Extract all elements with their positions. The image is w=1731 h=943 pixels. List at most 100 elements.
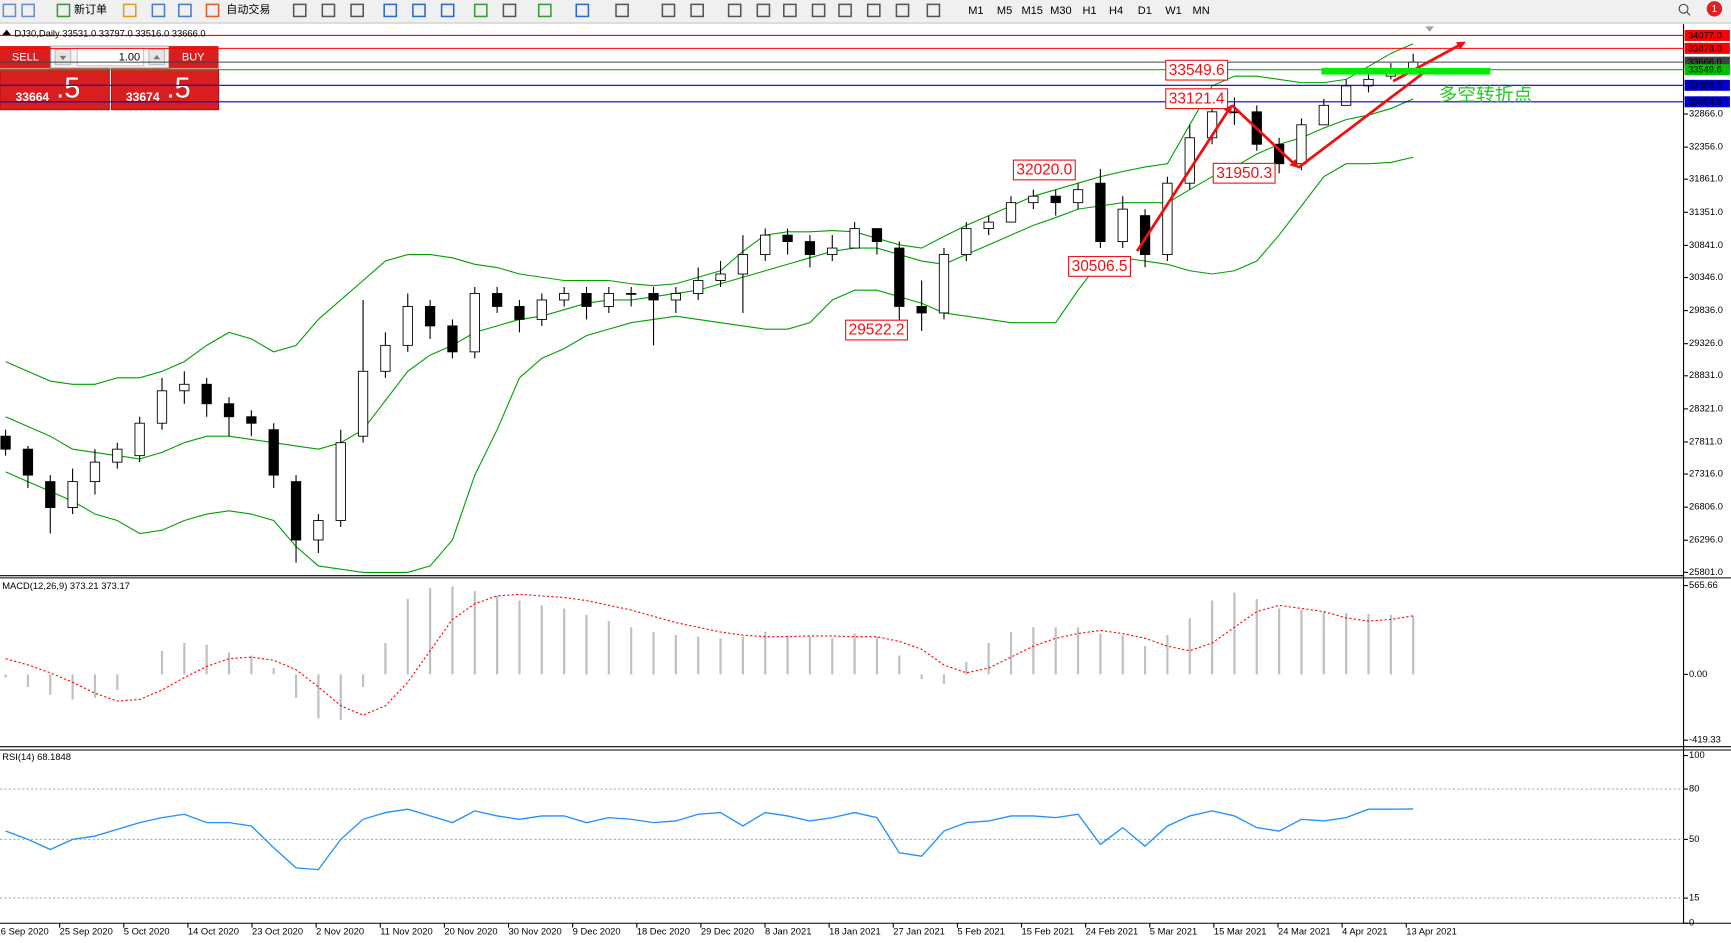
toolbar-icon[interactable] xyxy=(292,3,307,18)
toolbar-icon[interactable] xyxy=(440,3,455,18)
sell-price-box[interactable] xyxy=(0,68,110,111)
new-order-button[interactable]: 新订单 xyxy=(74,2,107,16)
candle-body xyxy=(357,370,369,437)
candle-body xyxy=(469,293,480,353)
x-tick-label: 24 Mar 2021 xyxy=(1278,927,1331,937)
candle-body xyxy=(447,325,458,353)
toolbar-icon[interactable] xyxy=(661,3,676,18)
toolbar-icon[interactable] xyxy=(866,3,881,18)
timeframe-button[interactable]: M30 xyxy=(1050,5,1071,17)
price-level-label: 34077.0 xyxy=(1688,31,1722,41)
x-tick-label: 11 Nov 2020 xyxy=(380,927,432,937)
lot-increase-arrow xyxy=(153,54,161,60)
toolbar-icon[interactable] xyxy=(21,3,35,18)
y-tick-label: 30841.0 xyxy=(1689,240,1723,250)
timeframe-button[interactable]: H4 xyxy=(1109,5,1123,17)
annotation-box xyxy=(1012,159,1076,181)
candle-body xyxy=(380,344,391,372)
chart-shift-marker[interactable] xyxy=(1425,26,1435,32)
buy-price-pips: .5 xyxy=(167,73,191,105)
y-tick-label: 25801.0 xyxy=(1689,567,1723,577)
annotation-box xyxy=(1068,256,1132,277)
timeframe-button[interactable]: M15 xyxy=(1021,5,1042,17)
candle-body xyxy=(693,280,704,294)
toolbar-icon[interactable] xyxy=(537,3,552,18)
y-tick-label: 30346.0 xyxy=(1689,272,1723,282)
x-tick-label: 23 Oct 2020 xyxy=(252,927,303,937)
toolbar-icon[interactable] xyxy=(690,3,704,18)
y-tick-label: 26806.0 xyxy=(1689,502,1723,512)
toolbar-icon[interactable] xyxy=(56,3,71,18)
toolbar-icon[interactable] xyxy=(350,3,364,18)
x-tick-label: 13 Apr 2021 xyxy=(1406,927,1457,937)
candle-body xyxy=(156,390,168,424)
buy-price-box[interactable] xyxy=(110,68,220,111)
notification-badge[interactable] xyxy=(1706,1,1723,17)
candle-body xyxy=(1363,78,1374,87)
candle-body xyxy=(536,299,547,320)
pivot-zone xyxy=(1321,67,1491,75)
y-tick-label: 27811.0 xyxy=(1689,436,1722,446)
toolbar-icon[interactable] xyxy=(575,3,590,18)
toolbar-icon[interactable] xyxy=(122,3,137,18)
toolbar-icon[interactable] xyxy=(811,3,826,18)
annotation-box xyxy=(1165,88,1229,110)
toolbar-icon[interactable] xyxy=(838,3,852,18)
x-tick-label: 25 Sep 2020 xyxy=(60,927,113,937)
search-icon[interactable] xyxy=(1678,3,1689,14)
timeframe-button[interactable]: H1 xyxy=(1083,5,1097,17)
candle-body xyxy=(938,254,950,314)
timeframe-button[interactable]: MN xyxy=(1193,5,1210,17)
toolbar-icon[interactable] xyxy=(205,3,220,18)
toolbar-icon[interactable] xyxy=(926,3,941,18)
auto-trading-button[interactable]: 自动交易 xyxy=(226,2,270,16)
candle-body xyxy=(223,403,235,418)
x-tick-label: 2 Nov 2020 xyxy=(316,927,364,937)
candle-body xyxy=(670,293,682,301)
price-level-box xyxy=(1684,42,1730,54)
y-tick-label: 31861.0 xyxy=(1689,174,1723,184)
candle-body xyxy=(179,383,190,392)
x-tick-label: 18 Jan 2021 xyxy=(829,927,881,937)
toolbar-icon[interactable] xyxy=(412,3,426,18)
toolbar-icon[interactable] xyxy=(178,3,192,18)
toolbar-icon[interactable] xyxy=(2,3,17,18)
trend-arrow xyxy=(1231,104,1299,169)
indicator-title: DJ30,Daily 33531.0 33797.0 33516.0 33666… xyxy=(14,28,205,38)
y-tick-label: 32866.0 xyxy=(1689,109,1723,119)
x-tick-label: 5 Feb 2021 xyxy=(957,927,1004,937)
toolbar-icon[interactable] xyxy=(151,3,166,18)
candle-body xyxy=(581,293,592,307)
toolbar-icon[interactable] xyxy=(502,3,517,18)
toolbar-icon[interactable] xyxy=(383,3,398,18)
timeframe-button[interactable]: M5 xyxy=(997,5,1012,17)
x-tick-label: 9 Dec 2020 xyxy=(573,927,621,937)
toolbar-icon[interactable] xyxy=(895,3,910,18)
candle-body xyxy=(1072,189,1084,204)
toolbar-icon[interactable] xyxy=(615,3,629,18)
candle-body xyxy=(112,448,123,463)
annotation-label: 31950.3 xyxy=(1216,165,1272,182)
candle-body xyxy=(89,461,101,483)
x-tick-label: 30 Nov 2020 xyxy=(509,927,562,937)
x-tick-label: 20 Nov 2020 xyxy=(444,927,497,937)
annotation-label: 32020.0 xyxy=(1016,162,1072,179)
toolbar-icon[interactable] xyxy=(321,3,336,18)
toolbar-icon[interactable] xyxy=(727,3,742,18)
candle-body xyxy=(335,442,346,521)
annotation-label: 33121.4 xyxy=(1169,90,1225,107)
bollinger-middle xyxy=(5,98,1414,460)
y-tick-label: 28831.0 xyxy=(1689,370,1723,380)
toolbar-icon[interactable] xyxy=(473,3,488,18)
toolbar-icon[interactable] xyxy=(783,3,797,18)
timeframe-button[interactable]: W1 xyxy=(1165,5,1182,17)
timeframe-button[interactable]: D1 xyxy=(1138,5,1152,17)
candle-body xyxy=(313,520,324,541)
candle-body xyxy=(603,293,614,307)
candle-body xyxy=(894,247,905,307)
y-tick-label: 26296.0 xyxy=(1689,535,1723,545)
candle-body xyxy=(849,228,860,249)
toolbar-icon[interactable] xyxy=(756,3,771,18)
timeframe-button[interactable]: M1 xyxy=(968,5,983,17)
candle-body xyxy=(1341,85,1352,106)
